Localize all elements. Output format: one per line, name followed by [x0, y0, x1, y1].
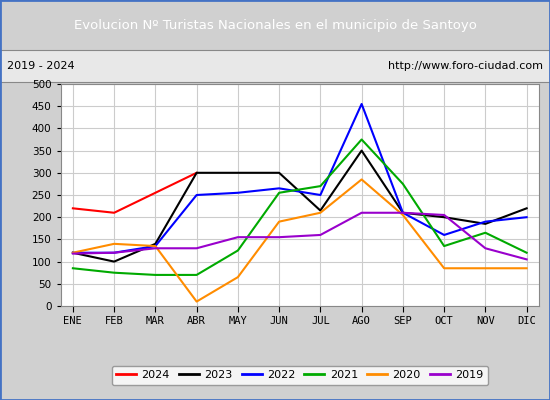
Text: 2019 - 2024: 2019 - 2024: [7, 61, 74, 71]
Text: http://www.foro-ciudad.com: http://www.foro-ciudad.com: [388, 61, 543, 71]
Text: Evolucion Nº Turistas Nacionales en el municipio de Santoyo: Evolucion Nº Turistas Nacionales en el m…: [74, 18, 476, 32]
Legend: 2024, 2023, 2022, 2021, 2020, 2019: 2024, 2023, 2022, 2021, 2020, 2019: [112, 366, 488, 385]
